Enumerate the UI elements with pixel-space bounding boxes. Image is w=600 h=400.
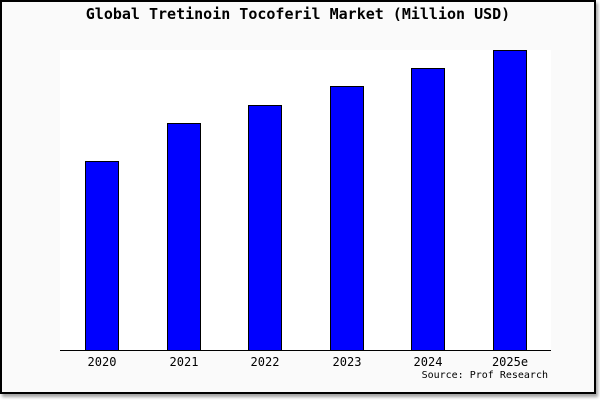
chart-title: Global Tretinoin Tocoferil Market (Milli… (85, 5, 511, 23)
x-tick-label-2021: 2021 (169, 355, 199, 369)
x-tick-label-2022: 2022 (250, 355, 280, 369)
bar-2023 (330, 86, 364, 350)
bar-2022 (248, 105, 282, 350)
bar-2025e (493, 50, 527, 350)
x-tick-label-2020: 2020 (87, 355, 117, 369)
x-tick-label-2024: 2024 (413, 355, 443, 369)
bar-2020 (85, 161, 119, 350)
source-credit: Source: Prof Research (421, 370, 548, 381)
x-tick-label-2025e: 2025e (491, 355, 529, 369)
plot-area (60, 50, 551, 351)
bar-2024 (411, 68, 445, 350)
x-tick-label-2023: 2023 (332, 355, 362, 369)
bar-2021 (167, 123, 201, 350)
